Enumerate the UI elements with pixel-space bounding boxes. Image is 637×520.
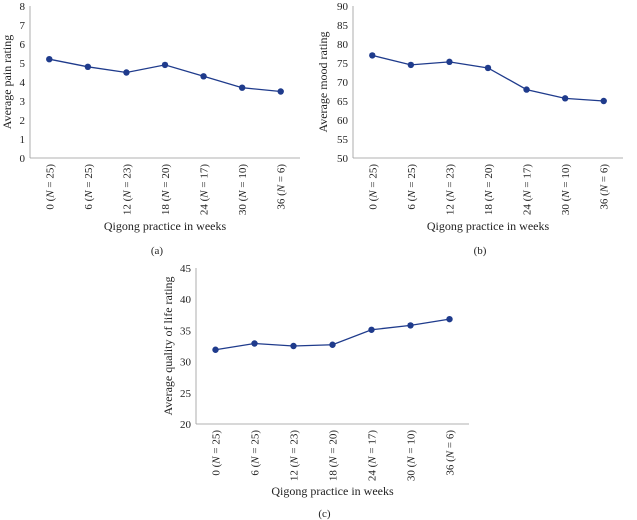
chart-1-panel-label: (b) (474, 245, 487, 257)
chart-1-x-tick-label: 36 (N = 6) (599, 164, 611, 210)
chart-2-x-tick-label: 0 (N = 25) (211, 430, 223, 476)
chart-2-y-tick-label: 25 (180, 388, 192, 400)
chart-2-x-tick-label: 30 (N = 10) (406, 430, 418, 481)
chart-0-x-tick-label: 30 (N = 10) (237, 164, 249, 215)
chart-2-x-tick-label: 6 (N = 25) (250, 430, 262, 476)
chart-1-y-tick-label: 75 (337, 58, 349, 70)
chart-0-panel-label: (a) (151, 245, 164, 257)
chart-0-y-tick-label: 3 (20, 96, 26, 108)
chart-0-y-tick-label: 5 (20, 58, 26, 70)
chart-1-y-tick-label: 60 (337, 115, 349, 127)
chart-0-data-point (200, 73, 207, 80)
chart-1-y-tick-label: 70 (337, 77, 349, 89)
chart-0-x-tick-label: 24 (N = 17) (199, 164, 211, 215)
chart-1-x-tick-label: 12 (N = 23) (444, 164, 456, 215)
chart-2-x-tick-label: 36 (N = 6) (445, 430, 457, 476)
chart-1-data-point (446, 58, 453, 66)
chart-1-x-axis-label: Qigong practice in weeks (427, 219, 550, 233)
chart-1-data-point (407, 61, 415, 69)
chart-1-data-point (484, 64, 492, 72)
chart-2-y-tick-label: 20 (180, 419, 192, 431)
chart-2-data-point (446, 315, 453, 323)
chart-0-x-tick-label: 36 (N = 6) (276, 164, 288, 210)
chart-0-data-point (84, 63, 92, 70)
chart-1-x-tick-label: 0 (N = 25) (367, 164, 379, 210)
chart-0-y-tick-label: 6 (20, 39, 26, 51)
chart-0-y-tick-label: 8 (20, 1, 26, 13)
chart-0-y-tick-label: 1 (20, 134, 26, 146)
chart-1-y-tick-label: 85 (337, 20, 349, 32)
chart-0-y-axis-label: Average pain rating (0, 35, 14, 129)
chart-2-data-point (251, 340, 258, 347)
chart-1-data-point (561, 95, 569, 102)
chart-0-y-tick-label: 2 (20, 115, 26, 127)
chart-1-x-tick-label: 6 (N = 25) (406, 164, 418, 210)
chart-1-x-tick-label: 30 (N = 10) (560, 164, 572, 215)
panel-a-pain-chart: 0 1 2 3 4 5 6 7 8 0 (N = 25) 6 (N = 25) 12 (N = 23)… (0, 1, 300, 257)
chart-1-y-axis-label: Average mood rating (316, 31, 330, 132)
chart-0-y-tick-label: 7 (20, 20, 26, 32)
chart-0-data-point (161, 61, 169, 69)
chart-2-x-tick-label: 24 (N = 17) (367, 430, 379, 481)
chart-1-series-line (372, 54, 604, 102)
chart-1-y-tick-label: 80 (337, 39, 349, 51)
chart-1-y-tick-label: 90 (337, 1, 349, 13)
chart-2-data-point (329, 341, 336, 348)
chart-2-y-axis-label: Average quality of life rating (161, 276, 175, 415)
chart-0-x-tick-label: 0 (N = 25) (44, 164, 56, 210)
chart-0-data-point (277, 88, 284, 95)
chart-0-data-point (46, 56, 53, 63)
chart-1-y-tick-label: 55 (337, 134, 349, 146)
chart-2-x-axis-label: Qigong practice in weeks (271, 484, 394, 498)
chart-2-y-tick-label: 35 (180, 325, 192, 337)
chart-1-x-tick-label: 24 (N = 17) (522, 164, 534, 215)
chart-2-panel-label: (c) (318, 508, 331, 520)
chart-2-data-point (212, 346, 219, 353)
chart-0-y-tick-label: 0 (20, 153, 26, 165)
chart-2-y-tick-label: 45 (180, 263, 192, 275)
chart-1-y-tick-label: 65 (337, 96, 349, 108)
chart-0-x-axis-label: Qigong practice in weeks (104, 219, 227, 233)
chart-1-data-point (600, 97, 607, 105)
chart-1-data-point (369, 52, 376, 59)
chart-2-x-tick-label: 18 (N = 20) (328, 430, 340, 481)
chart-0-x-tick-label: 12 (N = 23) (121, 164, 133, 215)
panel-b-mood-chart: 50 55 60 65 70 75 80 85 90 0 (N = 25) 6 (N = 25) 12… (316, 1, 623, 257)
chart-2-x-tick-label: 12 (N = 23) (289, 430, 301, 481)
chart-2-y-tick-label: 30 (180, 357, 192, 369)
chart-2-y-tick-label: 40 (180, 294, 192, 306)
chart-0-data-point (238, 84, 246, 91)
chart-1-y-tick-label: 50 (337, 153, 349, 165)
chart-2-data-point (290, 342, 297, 350)
panel-c-quality-of-life-chart: 20 25 30 35 40 45 0 (N = 25) 6 (N = 25) 12 (N = … (161, 263, 469, 520)
chart-0-y-tick-label: 4 (20, 77, 26, 89)
chart-0-x-tick-label: 18 (N = 20) (160, 164, 172, 215)
chart-1-x-tick-label: 18 (N = 20) (483, 164, 495, 215)
chart-2-data-point (407, 322, 414, 329)
chart-1-data-point (523, 86, 530, 93)
chart-0-x-tick-label: 6 (N = 25) (83, 164, 95, 210)
chart-0-data-point (123, 69, 130, 76)
chart-2-data-point (368, 326, 375, 333)
